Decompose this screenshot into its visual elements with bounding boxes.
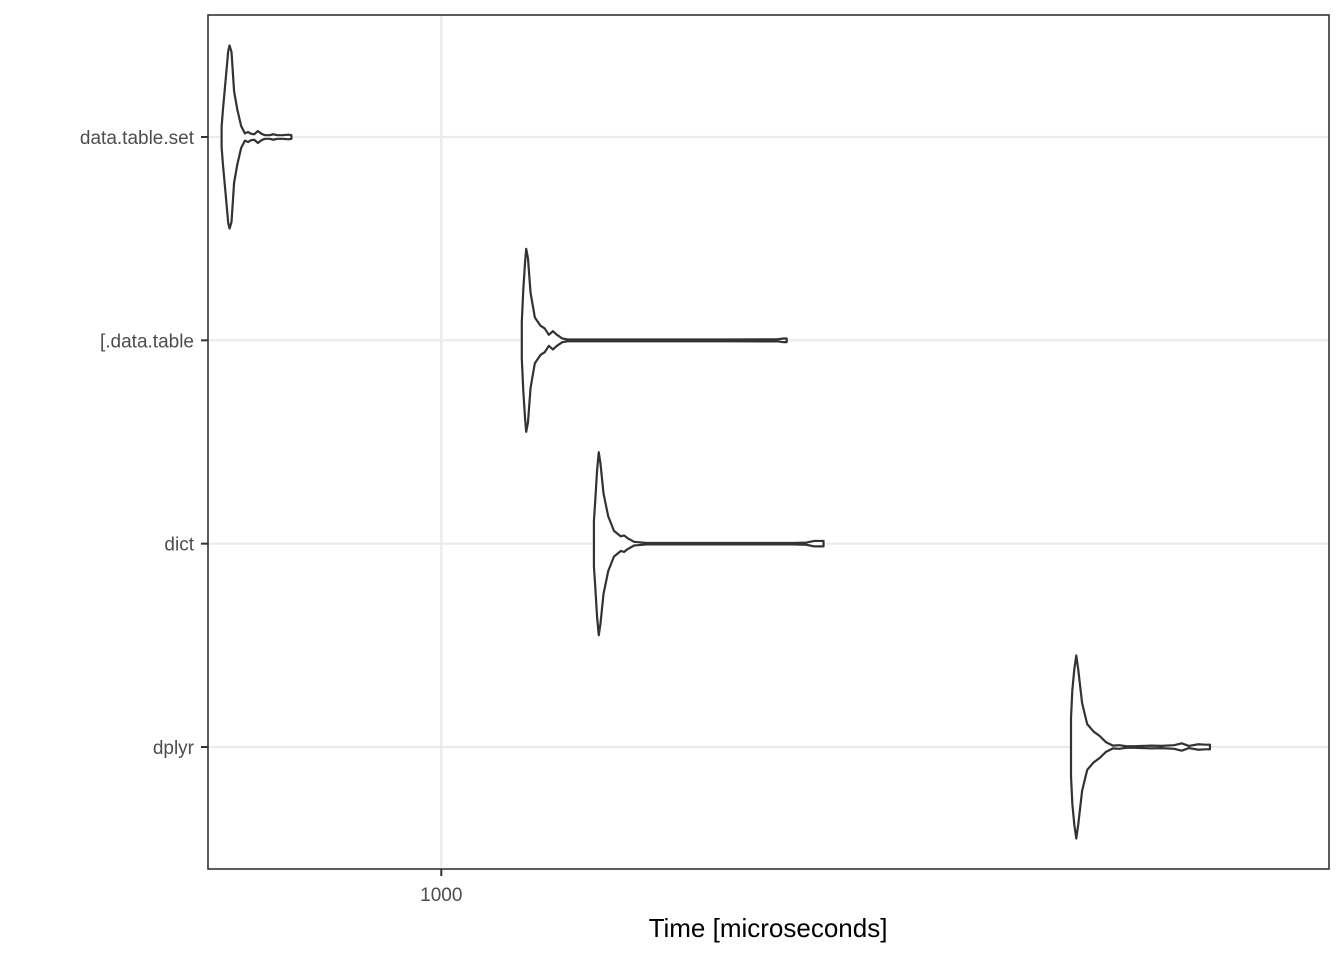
plot-panel-background — [208, 15, 1329, 869]
y-tick-label: data.table.set — [80, 128, 195, 149]
x-tick-label: 1000 — [420, 885, 462, 906]
axes: data.table.set [.data.table dict dplyr 1000 — [80, 128, 463, 906]
plot-panel-border — [207, 14, 1330, 870]
violins — [220, 44, 1212, 840]
y-tick-label: [.data.table — [100, 331, 194, 352]
violin-dict — [592, 451, 825, 637]
y-tick-label: dplyr — [153, 738, 195, 759]
y-tick-label: dict — [164, 535, 194, 556]
x-axis-title: Time [microseconds] — [649, 913, 888, 943]
violin-dplyr — [1069, 654, 1212, 840]
violin-data-table-set — [220, 44, 293, 230]
violin-data-table — [520, 247, 788, 433]
